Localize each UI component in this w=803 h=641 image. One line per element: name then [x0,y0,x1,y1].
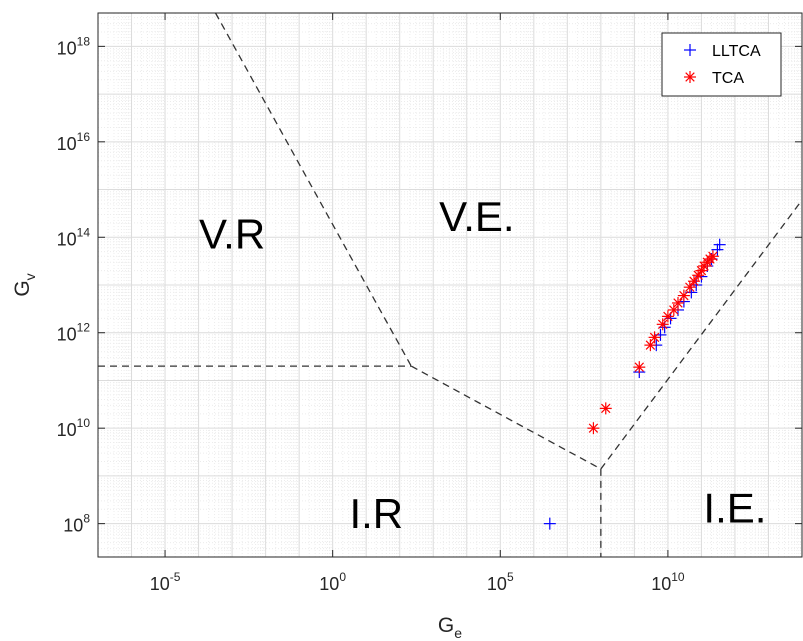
y-axis-label: Gv [11,273,38,296]
legend-marker-tca [684,71,696,83]
series-tca-point [687,275,700,288]
series-lltca-point [543,517,556,530]
x-tick-label: 10-5 [150,570,181,594]
series-tca-point [587,422,600,435]
x-axis-label: Ge [438,614,462,641]
series-tca-point [677,289,690,302]
series-tca-point [644,339,657,352]
x-tick-label: 105 [487,570,514,594]
x-axis-ticks: 10-5 100 105 1010 [150,13,685,594]
region-boundaries [98,12,803,557]
legend-marker-lltca [684,44,696,56]
series-tca-point [633,361,646,374]
minor-grid [98,12,802,558]
legend-box [661,32,782,97]
region-label: V.E. [439,193,515,240]
legend: LLTCA TCA [661,32,782,97]
major-grid [97,13,803,557]
data-points [543,238,726,530]
legend-label-lltca: LLTCA [712,43,761,60]
series-tca-point [671,296,684,309]
region-label: I.E. [703,485,766,532]
region-labels: V.R V.E. I.R I.E. [199,193,766,537]
x-tick-label: 1010 [651,570,685,594]
series-tca-point [667,303,680,316]
y-tick-label: 1012 [57,321,91,345]
y-tick-label: 108 [63,512,90,536]
series-tca-point [599,402,612,415]
y-tick-label: 1016 [57,130,91,154]
legend-label-tca: TCA [712,70,744,87]
y-tick-label: 1014 [57,225,91,249]
x-tick-label: 100 [319,570,346,594]
y-axis-ticks: 108 1010 1012 1014 1016 1018 [57,34,802,536]
series-lltca-point [713,238,726,251]
region-label: I.R [349,490,403,537]
series-tca-point [695,264,708,277]
series-lltca-point [658,321,671,334]
series-tca-point [656,318,669,331]
boundary-line [214,12,412,367]
y-tick-label: 1010 [57,416,91,440]
series-lltca-point [711,243,724,256]
region-label: V.R [199,210,265,257]
series-tca-point [706,250,719,263]
plot-frame [97,12,803,558]
boundary-line [600,199,803,470]
y-tick-label: 1018 [57,34,91,58]
series-tca-point [648,331,661,344]
